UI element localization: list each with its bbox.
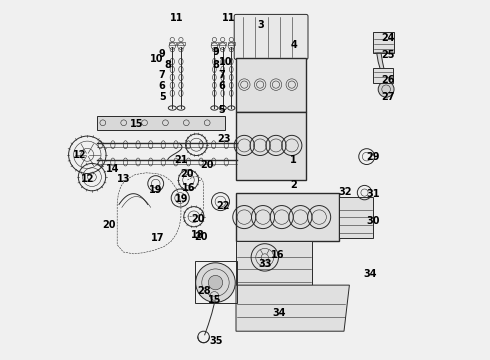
Text: 5: 5 [159, 92, 166, 102]
Bar [236, 193, 339, 241]
Text: 7: 7 [159, 69, 166, 80]
Text: 15: 15 [208, 294, 221, 305]
Bar [373, 32, 393, 53]
Text: 8: 8 [164, 60, 171, 70]
Text: 20: 20 [195, 232, 208, 242]
Text: 25: 25 [382, 50, 395, 60]
Text: 9: 9 [159, 49, 166, 59]
Text: 6: 6 [159, 81, 166, 91]
Bar [177, 42, 185, 45]
Circle shape [378, 81, 394, 97]
Text: 12: 12 [80, 174, 94, 184]
Text: 5: 5 [218, 105, 225, 115]
Bar [195, 261, 237, 303]
Bar [373, 68, 392, 83]
Text: 13: 13 [117, 174, 130, 184]
Text: 26: 26 [382, 75, 395, 85]
Text: 14: 14 [106, 164, 120, 174]
Text: 6: 6 [218, 81, 225, 91]
Circle shape [196, 263, 235, 302]
Text: 35: 35 [209, 336, 223, 346]
Text: 19: 19 [149, 185, 163, 195]
Text: 17: 17 [151, 233, 165, 243]
Bar [211, 42, 218, 45]
Text: 7: 7 [218, 69, 225, 80]
Bar [228, 42, 235, 45]
Text: 8: 8 [213, 60, 220, 70]
Text: 20: 20 [102, 220, 116, 230]
Text: 18: 18 [191, 230, 204, 240]
Bar [169, 42, 176, 45]
Text: 29: 29 [366, 152, 380, 162]
Text: 31: 31 [366, 189, 380, 199]
Text: 20: 20 [192, 214, 205, 224]
Text: 27: 27 [382, 92, 395, 102]
Text: 19: 19 [174, 194, 188, 204]
Text: 15: 15 [130, 119, 144, 129]
Text: 10: 10 [150, 54, 164, 64]
FancyBboxPatch shape [234, 14, 308, 59]
Text: 2: 2 [290, 180, 297, 190]
Text: 24: 24 [382, 33, 395, 43]
Text: 3: 3 [258, 20, 265, 30]
Text: 33: 33 [258, 258, 272, 269]
Bar [219, 42, 226, 45]
Text: 30: 30 [366, 216, 380, 226]
Bar [236, 241, 312, 285]
Polygon shape [236, 285, 349, 331]
Text: 11: 11 [222, 13, 236, 23]
Text: 21: 21 [174, 155, 188, 165]
Circle shape [208, 275, 222, 290]
Bar [236, 112, 306, 180]
Bar [236, 58, 306, 112]
Text: 16: 16 [182, 183, 195, 193]
Text: 11: 11 [170, 13, 183, 23]
Text: 20: 20 [180, 168, 194, 179]
Text: 34: 34 [273, 308, 286, 318]
Text: 28: 28 [197, 285, 210, 296]
Text: 4: 4 [290, 40, 297, 50]
Text: 20: 20 [200, 159, 214, 170]
Text: 1: 1 [290, 155, 297, 165]
Text: 32: 32 [338, 186, 352, 197]
Bar [339, 197, 373, 238]
Text: 34: 34 [364, 269, 377, 279]
Text: 16: 16 [270, 249, 284, 260]
Text: 10: 10 [219, 57, 232, 67]
Text: 22: 22 [216, 201, 229, 211]
Text: 23: 23 [218, 134, 231, 144]
Text: 9: 9 [213, 47, 220, 57]
Bar [98, 116, 225, 130]
Polygon shape [377, 53, 388, 86]
Text: 12: 12 [73, 150, 86, 160]
